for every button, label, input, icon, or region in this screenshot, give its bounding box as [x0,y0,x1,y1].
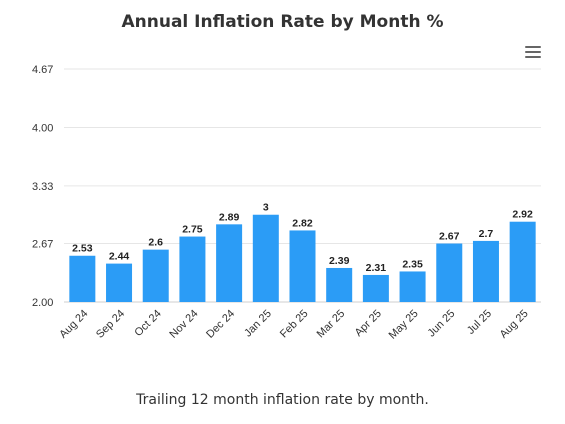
x-tick-label: Feb 25 [278,308,311,341]
y-tick-label: 4.00 [32,122,53,134]
bar[interactable] [436,243,463,302]
data-label: 2.89 [219,211,240,223]
hamburger-menu-icon[interactable] [524,44,542,60]
bar[interactable] [289,230,316,302]
bar[interactable] [179,236,206,302]
chart-title: Annual Inflation Rate by Month % [121,12,444,32]
y-tick-label: 3.33 [32,181,53,193]
bar[interactable] [509,221,536,302]
x-tick-label: May 25 [387,308,421,342]
data-label: 2.44 [109,251,130,263]
bar[interactable] [142,249,169,302]
x-tick-label: Apr 25 [353,308,384,339]
x-tick-label: Mar 25 [315,308,348,341]
data-label: 2.39 [329,255,350,267]
x-tick-label: Sep 24 [94,308,127,341]
bar[interactable] [326,267,353,302]
bar[interactable] [362,274,389,302]
bar[interactable] [216,224,243,302]
bar[interactable] [106,263,133,302]
data-label: 2.82 [292,217,313,229]
bar[interactable] [69,255,96,302]
data-labels: 2.53 2.44 2.6 2.75 2.89 3 2.82 2.39 2.31 2.35 2.67… [72,202,533,274]
bar-chart: 2.00 2.67 3.33 4.00 4.67 2.53 2.44 2.6 2.75 2.89… [32,64,541,342]
data-label: 2.6 [148,237,163,249]
y-tick-label: 2.67 [32,239,53,251]
data-label: 2.75 [182,224,203,236]
x-tick-label: Jul 25 [465,308,494,337]
data-label: 2.67 [439,231,460,243]
x-tick-label: Jan 25 [242,308,274,340]
y-tick-label: 2.00 [32,297,53,309]
bar[interactable] [252,214,279,302]
y-axis-ticks: 2.00 2.67 3.33 4.00 4.67 [32,64,53,309]
data-label: 2.7 [479,228,494,240]
x-tick-label: Aug 24 [57,308,90,341]
data-label: 3 [263,202,269,214]
bars [69,214,536,302]
data-label: 2.92 [512,209,533,221]
data-label: 2.35 [402,258,423,270]
x-tick-label: Oct 24 [132,308,163,339]
x-axis-ticks: Aug 24 Sep 24 Oct 24 Nov 24 Dec 24 Jan 25 Feb … [57,308,530,342]
data-label: 2.31 [366,262,387,274]
x-tick-label: Aug 25 [498,308,531,341]
y-tick-label: 4.67 [32,64,53,76]
chart-caption: Trailing 12 month inflation rate by mont… [136,392,429,408]
bar[interactable] [472,240,499,302]
data-label: 2.53 [72,243,93,255]
x-tick-label: Nov 24 [167,308,200,341]
x-tick-label: Dec 24 [204,308,237,341]
bar[interactable] [399,271,426,302]
x-tick-label: Jun 25 [426,308,458,340]
